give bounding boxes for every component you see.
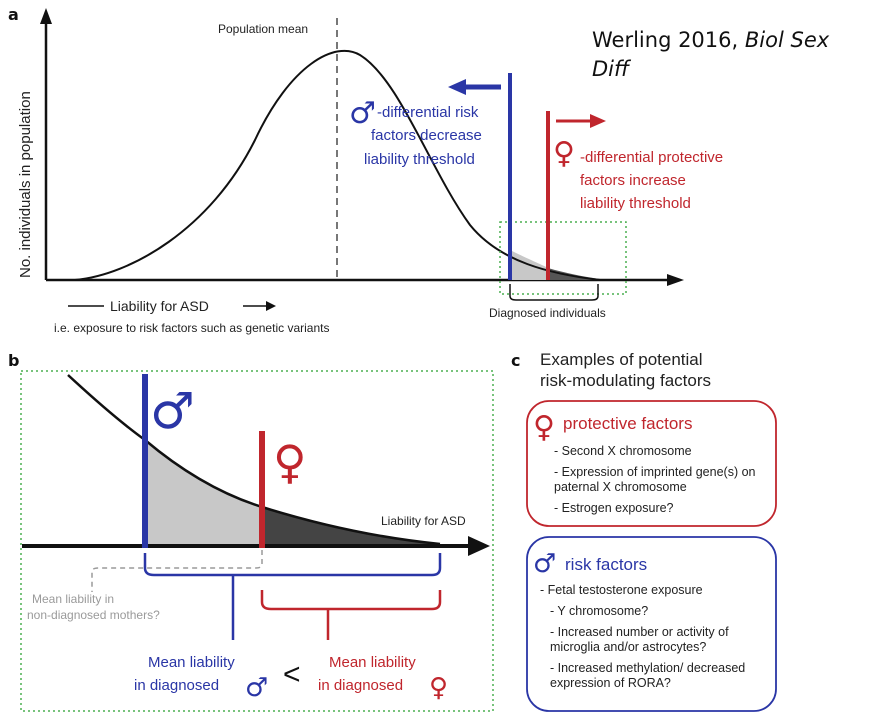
risk-item: - Increased number or activity of microg… (550, 625, 729, 654)
protective-factors-list: - Second X chromosome - Expression of im… (554, 444, 764, 522)
risk-factors-list: - Fetal testosterone exposure - Y chromo… (540, 583, 768, 697)
panel-a-female-text-line1: -differential protective (580, 149, 723, 166)
protective-item: - Second X chromosome (554, 444, 692, 458)
protective-item: - Expression of imprinted gene(s) on pat… (554, 465, 756, 494)
mothers-bracket (91, 550, 263, 592)
female-mean-symbol: ♀ (429, 673, 448, 703)
panel-a-male-text-line3: liability threshold (364, 151, 475, 168)
male-bracket (143, 553, 442, 577)
panel-a-x-arrowhead (667, 274, 684, 286)
risk-factors-box (526, 536, 777, 712)
panel-b-male-symbol: ♂ (150, 382, 195, 440)
panel-b-letter: b (8, 351, 19, 370)
less-than-sign: < (283, 658, 301, 691)
citation-journal: Biol Sex Diff (592, 28, 830, 81)
panel-a-bell-curve (74, 49, 601, 281)
diagnosed-label: Diagnosed individuals (489, 306, 606, 320)
protective-female-symbol: ♀ (533, 410, 555, 445)
panel-b-tail-dark (262, 507, 440, 546)
male-shift-arrow-head (448, 79, 466, 95)
protective-item: - Estrogen exposure? (554, 501, 674, 515)
panel-a-tail-dark (548, 268, 600, 280)
risk-item: - Y chromosome? (550, 604, 649, 618)
protective-factors-box (526, 400, 777, 527)
panel-c-title: Examples of potential risk-modulating fa… (540, 349, 711, 391)
panel-a-y-axis-label: No. individuals in population (17, 91, 34, 278)
female-mean-label-line2: in diagnosed (318, 677, 403, 694)
panel-b-tail-light (145, 440, 262, 546)
male-mean-label-line1: Mean liability (148, 654, 235, 671)
panel-b-x-axis-label: Liability for ASD (381, 514, 466, 528)
panel-a-female-symbol: ♀ (553, 136, 575, 171)
liability-right-arrow-head (266, 301, 276, 311)
panel-a-x-axis-label: Liability for ASD (110, 298, 209, 314)
risk-factors-title: risk factors (565, 555, 648, 574)
panel-a-male-text-line1: -differential risk (377, 104, 479, 121)
male-mean-label-line2: in diagnosed (134, 677, 219, 694)
risk-male-symbol: ♂ (533, 549, 556, 579)
panel-c-title-line2: risk-modulating factors (540, 371, 712, 390)
panel-b-zoom-box (20, 370, 494, 712)
panel-a-x-axis-sublabel: i.e. exposure to risk factors such as ge… (54, 321, 329, 335)
citation: Werling 2016, Biol Sex Diff (592, 26, 862, 84)
panel-a-diagnosed-zoom-box (499, 221, 627, 295)
panel-c-letter: c (511, 351, 520, 370)
diagnosed-bracket (509, 284, 599, 301)
female-bracket (260, 590, 442, 611)
panel-a-male-text-line2: factors decrease (371, 127, 482, 144)
panel-b-female-symbol: ♀ (273, 435, 307, 489)
panel-a-female-text-line2: factors increase (580, 172, 686, 189)
panel-a-male-symbol: ♂ (349, 96, 376, 131)
citation-author-year: Werling 2016, (592, 28, 739, 52)
population-mean-label: Population mean (218, 22, 308, 36)
protective-factors-title: protective factors (563, 414, 693, 433)
female-mean-label-line1: Mean liability (329, 654, 416, 671)
mothers-label-line2: non-diagnosed mothers? (27, 608, 160, 622)
panel-c-title-line1: Examples of potential (540, 350, 703, 369)
panel-a-female-text-line3: liability threshold (580, 195, 691, 212)
mothers-label-line1: Mean liability in (32, 592, 114, 606)
male-mean-symbol: ♂ (245, 673, 268, 703)
panel-a-y-arrowhead (40, 8, 52, 24)
panel-b-curve (67, 374, 441, 546)
panel-a-letter: a (8, 5, 19, 24)
risk-item: - Increased methylation/ decreased expre… (550, 661, 746, 690)
female-shift-arrow-head (590, 114, 606, 128)
risk-item: - Fetal testosterone exposure (540, 583, 703, 597)
panel-b-x-arrowhead (468, 536, 490, 556)
